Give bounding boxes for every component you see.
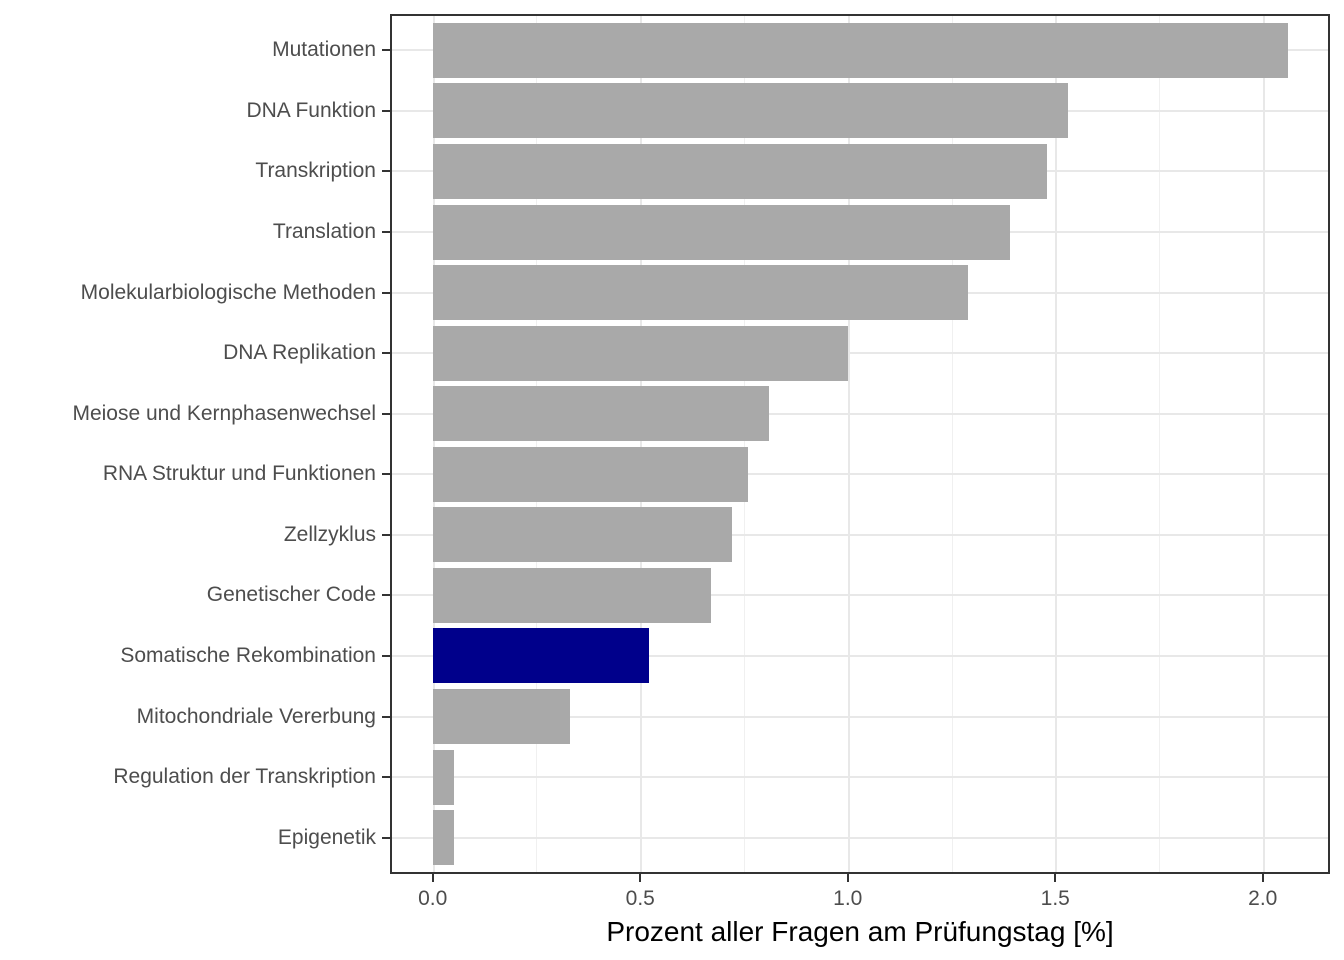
gridline-major	[847, 16, 850, 872]
y-tick-mark	[382, 533, 390, 536]
y-tick-mark	[382, 473, 390, 476]
y-tick-mark	[382, 109, 390, 112]
y-axis-label-somatische-rekombination: Somatische Rekombination	[120, 643, 376, 667]
y-axis-label-dna-replikation: DNA Replikation	[223, 341, 376, 365]
x-tick-label: 1.0	[833, 887, 863, 910]
bar-mitochondriale-vererbung	[432, 689, 570, 744]
gridline-minor	[1159, 16, 1160, 872]
x-tick-mark	[1054, 874, 1057, 882]
gridline-category	[392, 533, 1328, 536]
y-tick-mark	[382, 715, 390, 718]
gridline-major	[1055, 16, 1058, 872]
x-axis-title: Prozent aller Fragen am Prüfungstag [%]	[606, 916, 1114, 947]
plot-panel	[390, 14, 1330, 874]
gridline-category	[392, 654, 1328, 657]
x-tick-mark	[431, 874, 434, 882]
x-tick-mark	[846, 874, 849, 882]
y-axis-label-genetischer-code: Genetischer Code	[206, 583, 376, 607]
bar-dna-funktion	[432, 83, 1068, 138]
bar-regulation-der-transkription	[432, 750, 454, 805]
gridline-category	[392, 412, 1328, 415]
y-axis-label-rna-struktur-und-funktionen: RNA Struktur und Funktionen	[102, 462, 376, 486]
bar-somatische-rekombination	[432, 628, 649, 683]
bar-dna-replikation	[432, 326, 848, 381]
y-axis-label-zellzyklus: Zellzyklus	[283, 522, 376, 546]
bar-mutationen	[432, 23, 1288, 78]
y-tick-mark	[382, 836, 390, 839]
y-axis-label-dna-funktion: DNA Funktion	[246, 98, 376, 122]
x-tick-label: 1.5	[1040, 887, 1070, 910]
x-tick-mark	[1261, 874, 1264, 882]
bar-molekularbiologische-methoden	[432, 265, 968, 320]
gridline-major	[432, 16, 435, 872]
x-tick-label: 2.0	[1248, 887, 1278, 910]
y-tick-mark	[382, 654, 390, 657]
x-tick-label: 0.5	[625, 887, 655, 910]
y-axis-label-mutationen: Mutationen	[272, 38, 376, 62]
bar-meiose-und-kernphasenwechsel	[432, 386, 769, 441]
y-axis-label-transkription: Transkription	[255, 159, 376, 183]
gridline-category	[392, 715, 1328, 718]
gridline-category	[392, 594, 1328, 597]
y-tick-mark	[382, 49, 390, 52]
x-tick-mark	[639, 874, 642, 882]
y-tick-mark	[382, 412, 390, 415]
gridline-category	[392, 836, 1328, 839]
bar-transkription	[432, 144, 1047, 199]
x-tick-label: 0.0	[418, 887, 448, 910]
y-tick-mark	[382, 231, 390, 234]
gridline-major	[1262, 16, 1265, 872]
bar-genetischer-code	[432, 568, 711, 623]
bar-translation	[432, 205, 1010, 260]
y-axis-label-regulation-der-transkription: Regulation der Transkription	[113, 765, 376, 789]
bar-epigenetik	[432, 810, 454, 865]
y-axis-label-molekularbiologische-methoden: Molekularbiologische Methoden	[80, 280, 376, 304]
y-axis-label-meiose-und-kernphasenwechsel: Meiose und Kernphasenwechsel	[72, 401, 376, 425]
y-tick-mark	[382, 594, 390, 597]
y-axis-label-mitochondriale-vererbung: Mitochondriale Vererbung	[136, 704, 376, 728]
bar-zellzyklus	[432, 507, 732, 562]
gridline-minor	[536, 16, 538, 872]
y-axis-label-translation: Translation	[272, 220, 376, 244]
y-axis-label-epigenetik: Epigenetik	[277, 825, 376, 849]
gridline-minor	[951, 16, 953, 872]
gridline-category	[392, 776, 1328, 779]
y-tick-mark	[382, 291, 390, 294]
y-tick-mark	[382, 776, 390, 779]
gridline-major	[640, 16, 643, 872]
gridline-category	[392, 473, 1328, 476]
bar-rna-struktur-und-funktionen	[432, 447, 748, 502]
gridline-minor	[744, 16, 745, 872]
gridline-category	[392, 352, 1328, 355]
y-tick-mark	[382, 170, 390, 173]
y-tick-mark	[382, 352, 390, 355]
